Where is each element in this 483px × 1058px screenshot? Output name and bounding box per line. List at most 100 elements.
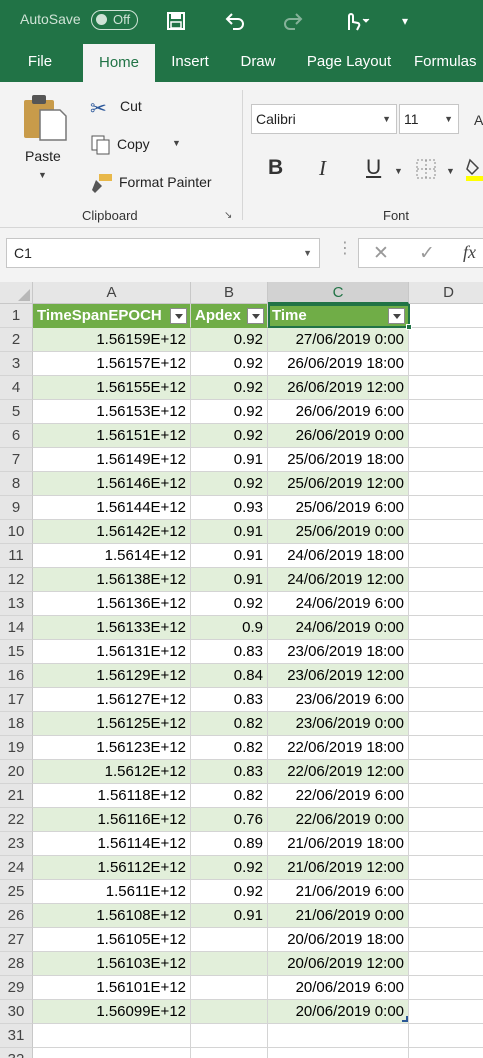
paste-button[interactable]: Paste ▼ — [20, 92, 70, 182]
row-header[interactable]: 10 — [0, 520, 33, 544]
cell[interactable]: 26/06/2019 12:00 — [268, 376, 409, 400]
cell[interactable]: 0.83 — [191, 640, 268, 664]
formula-input-area[interactable]: ✕ ✓ fx — [358, 238, 483, 268]
cell[interactable] — [409, 544, 483, 568]
cell[interactable] — [409, 352, 483, 376]
cell[interactable]: 23/06/2019 0:00 — [268, 712, 409, 736]
cell[interactable]: 1.56159E+12 — [33, 328, 191, 352]
cell[interactable]: 25/06/2019 6:00 — [268, 496, 409, 520]
cell[interactable]: 0.92 — [191, 472, 268, 496]
cell[interactable]: 1.56142E+12 — [33, 520, 191, 544]
row-header[interactable]: 24 — [0, 856, 33, 880]
row-header[interactable]: 4 — [0, 376, 33, 400]
borders-icon[interactable] — [415, 158, 437, 180]
italic-button[interactable]: I — [319, 156, 326, 180]
cell[interactable]: 0.92 — [191, 400, 268, 424]
cell[interactable] — [409, 808, 483, 832]
cell[interactable]: 0.82 — [191, 712, 268, 736]
cell[interactable] — [409, 736, 483, 760]
cell[interactable]: 1.56129E+12 — [33, 664, 191, 688]
column-header-c[interactable]: C — [268, 282, 409, 304]
row-header[interactable]: 9 — [0, 496, 33, 520]
cell[interactable] — [409, 376, 483, 400]
tab-home[interactable]: Home — [83, 44, 155, 82]
row-header[interactable]: 27 — [0, 928, 33, 952]
cell[interactable] — [33, 1024, 191, 1048]
cell[interactable] — [268, 1048, 409, 1058]
clipboard-launcher-icon[interactable]: ↘ — [224, 210, 233, 221]
row-header[interactable]: 31 — [0, 1024, 33, 1048]
table-header-cell[interactable]: Apdex — [191, 304, 268, 328]
cell[interactable]: 25/06/2019 12:00 — [268, 472, 409, 496]
cell[interactable] — [409, 592, 483, 616]
cell[interactable] — [191, 952, 268, 976]
cell[interactable]: 20/06/2019 18:00 — [268, 928, 409, 952]
cell[interactable] — [409, 568, 483, 592]
cell[interactable]: 22/06/2019 0:00 — [268, 808, 409, 832]
cell[interactable]: 0.91 — [191, 568, 268, 592]
cell[interactable]: 21/06/2019 18:00 — [268, 832, 409, 856]
table-header-cell[interactable]: Time — [268, 304, 409, 328]
cell[interactable]: 0.83 — [191, 760, 268, 784]
tab-draw[interactable]: Draw — [240, 53, 276, 70]
row-header[interactable]: 8 — [0, 472, 33, 496]
cell[interactable]: 1.56131E+12 — [33, 640, 191, 664]
cell[interactable]: 25/06/2019 18:00 — [268, 448, 409, 472]
cell[interactable]: 21/06/2019 0:00 — [268, 904, 409, 928]
row-header[interactable]: 25 — [0, 880, 33, 904]
row-header[interactable]: 6 — [0, 424, 33, 448]
cell[interactable]: 0.82 — [191, 736, 268, 760]
row-header[interactable]: 23 — [0, 832, 33, 856]
row-header[interactable]: 16 — [0, 664, 33, 688]
cell[interactable] — [409, 1000, 483, 1024]
cell[interactable]: 26/06/2019 0:00 — [268, 424, 409, 448]
cell[interactable]: 0.83 — [191, 688, 268, 712]
cell[interactable]: 23/06/2019 6:00 — [268, 688, 409, 712]
cell[interactable] — [191, 976, 268, 1000]
cell[interactable]: 0.92 — [191, 376, 268, 400]
cell[interactable] — [409, 784, 483, 808]
touch-mode-icon[interactable] — [338, 8, 374, 34]
cell[interactable]: 23/06/2019 18:00 — [268, 640, 409, 664]
cell[interactable] — [191, 1024, 268, 1048]
filter-dropdown-icon[interactable] — [388, 308, 405, 324]
tab-insert[interactable]: Insert — [171, 53, 209, 70]
cell[interactable]: 0.92 — [191, 424, 268, 448]
row-header[interactable]: 5 — [0, 400, 33, 424]
row-header[interactable]: 22 — [0, 808, 33, 832]
cell[interactable] — [409, 640, 483, 664]
underline-dropdown-icon[interactable]: ▼ — [394, 166, 403, 176]
row-header[interactable]: 15 — [0, 640, 33, 664]
cell[interactable]: 1.56114E+12 — [33, 832, 191, 856]
cell[interactable] — [409, 712, 483, 736]
redo-icon[interactable] — [280, 8, 306, 34]
cell[interactable] — [409, 616, 483, 640]
cell[interactable]: 22/06/2019 18:00 — [268, 736, 409, 760]
cell[interactable]: 20/06/2019 12:00 — [268, 952, 409, 976]
cell[interactable]: 20/06/2019 6:00 — [268, 976, 409, 1000]
cell[interactable]: 0.91 — [191, 904, 268, 928]
table-resize-handle[interactable] — [402, 1016, 408, 1022]
cell[interactable]: 1.56101E+12 — [33, 976, 191, 1000]
cell[interactable] — [409, 520, 483, 544]
cell[interactable]: 24/06/2019 12:00 — [268, 568, 409, 592]
row-header[interactable]: 18 — [0, 712, 33, 736]
column-header-a[interactable]: A — [33, 282, 191, 304]
cell[interactable]: 1.56153E+12 — [33, 400, 191, 424]
cell[interactable]: 22/06/2019 6:00 — [268, 784, 409, 808]
cell[interactable]: 0.82 — [191, 784, 268, 808]
row-header[interactable]: 19 — [0, 736, 33, 760]
column-header-d[interactable]: D — [409, 282, 483, 304]
cell[interactable]: 1.56155E+12 — [33, 376, 191, 400]
row-header[interactable]: 13 — [0, 592, 33, 616]
row-header[interactable]: 17 — [0, 688, 33, 712]
column-header-b[interactable]: B — [191, 282, 268, 304]
cancel-icon[interactable]: ✕ — [373, 243, 389, 264]
row-header[interactable]: 28 — [0, 952, 33, 976]
cell[interactable]: 1.56136E+12 — [33, 592, 191, 616]
row-header[interactable]: 32 — [0, 1048, 33, 1058]
select-all-button[interactable] — [0, 282, 33, 304]
cell[interactable]: 1.56123E+12 — [33, 736, 191, 760]
cell[interactable] — [191, 1000, 268, 1024]
cell[interactable] — [409, 448, 483, 472]
